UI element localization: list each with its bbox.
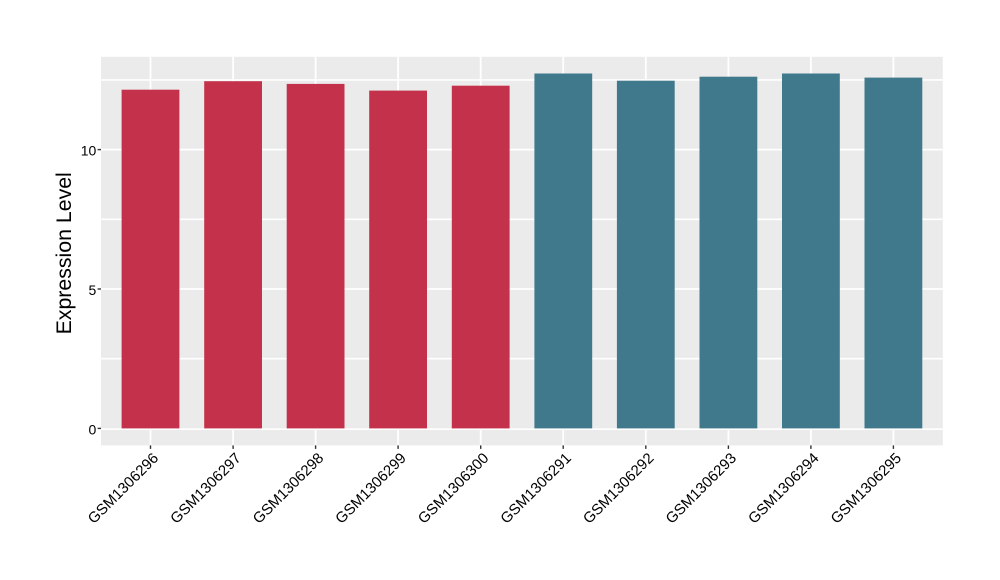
- svg-text:10: 10: [81, 143, 97, 159]
- svg-text:0: 0: [89, 421, 97, 437]
- svg-text:5: 5: [89, 282, 97, 298]
- svg-text:Expression Level: Expression Level: [52, 172, 76, 334]
